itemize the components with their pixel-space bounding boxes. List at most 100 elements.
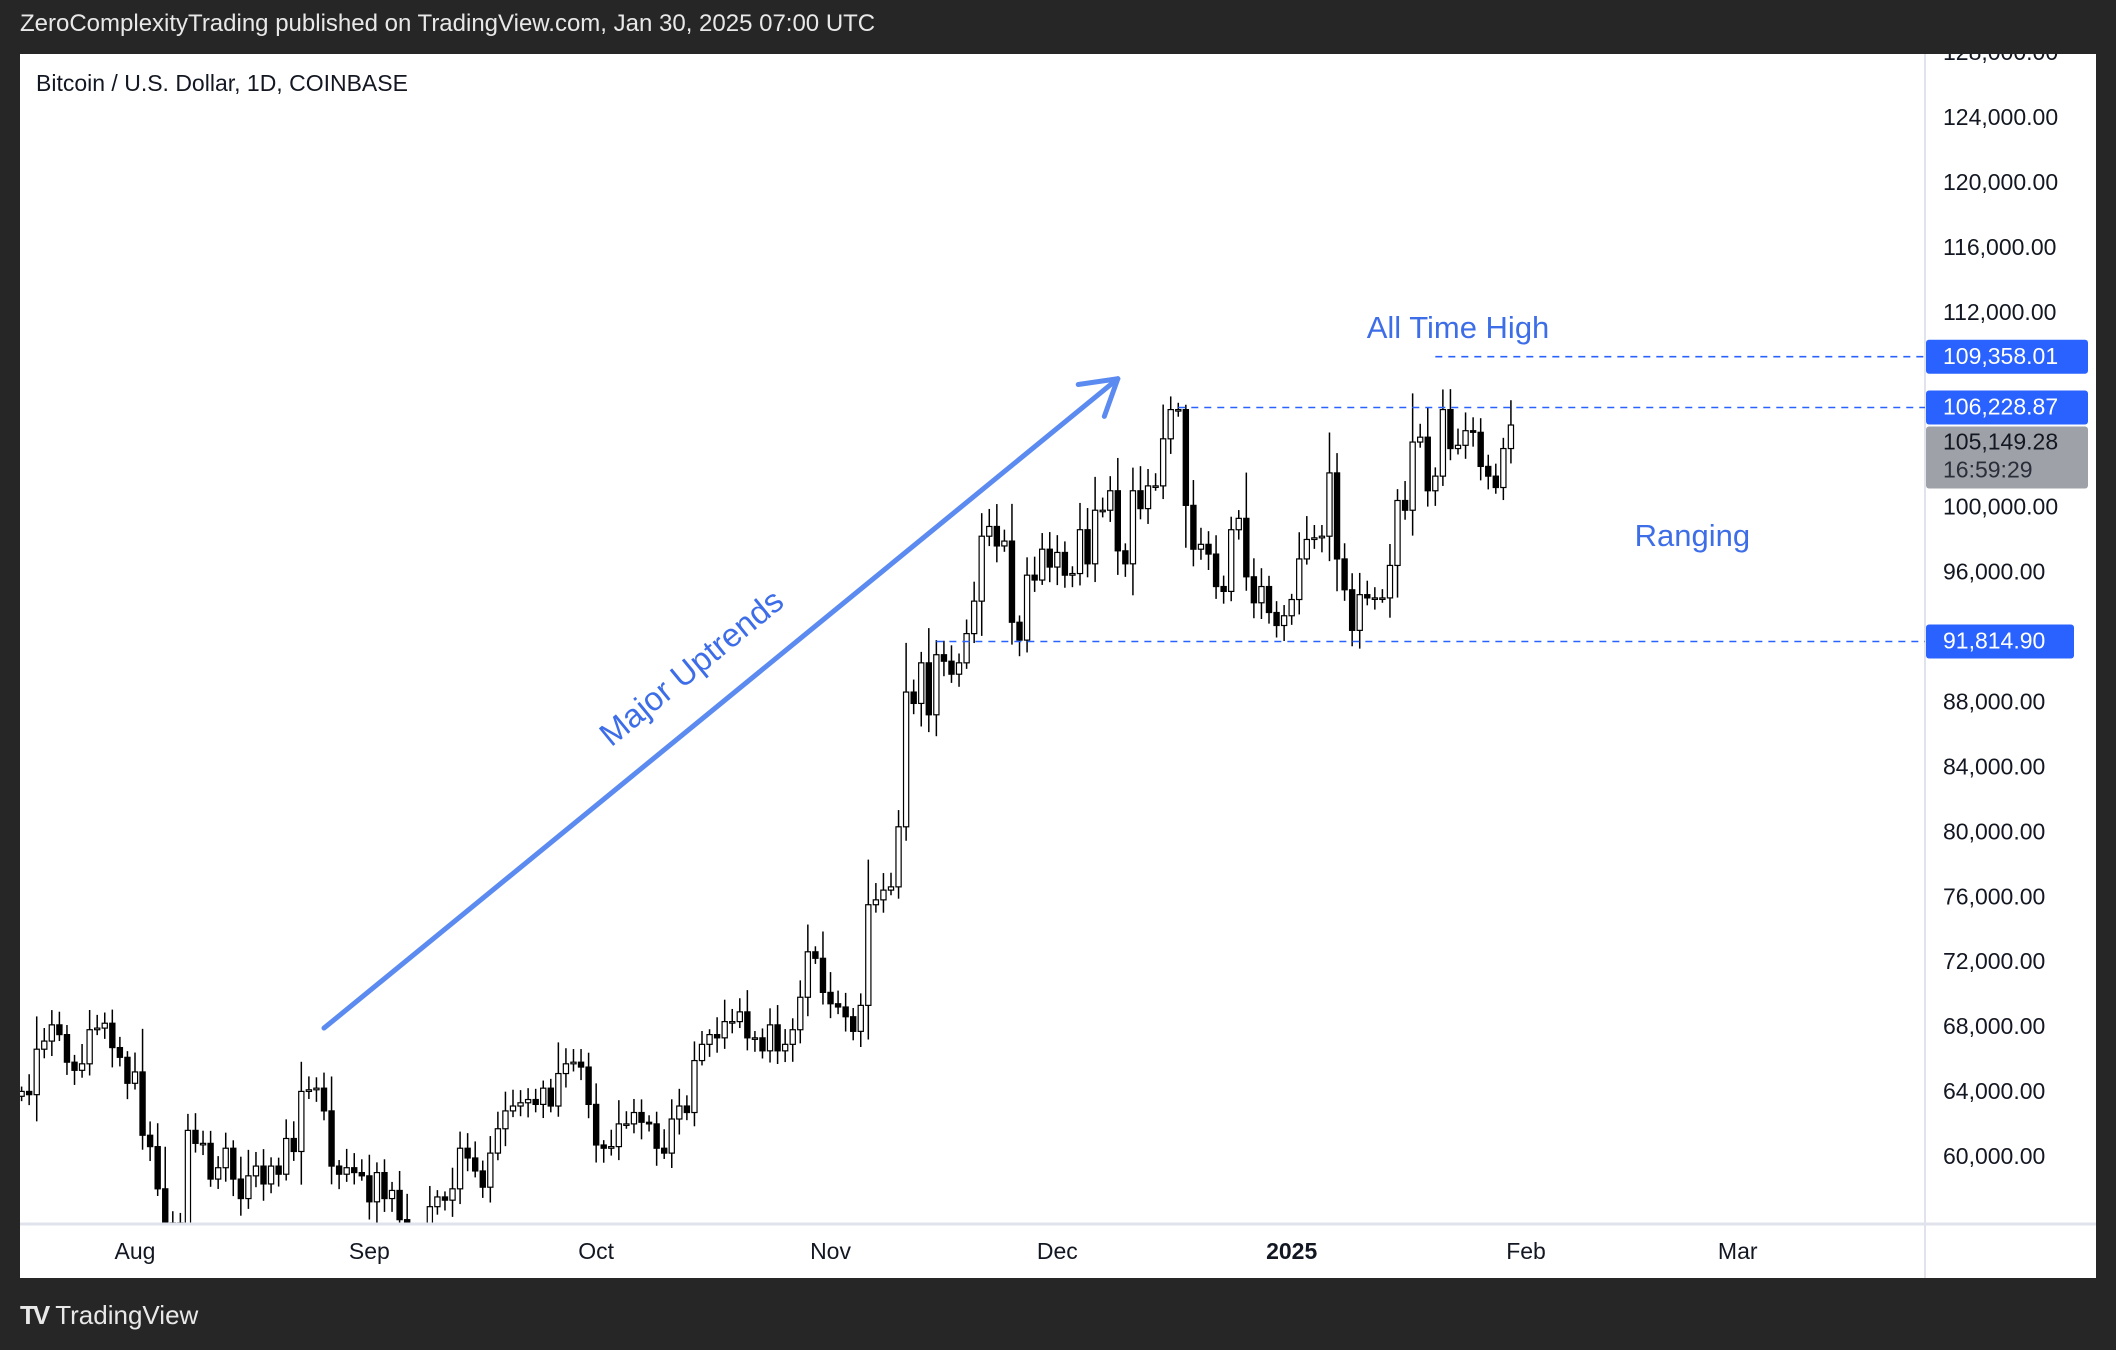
candle-body[interactable] [925,662,933,716]
candle-body[interactable] [358,1171,366,1177]
candle-body[interactable] [1182,408,1190,506]
candle-body[interactable] [1432,475,1439,492]
candle-body[interactable] [328,1110,335,1167]
candle-body[interactable] [1008,540,1016,623]
symbol-legend[interactable]: Bitcoin / U.S. Dollar, 1D, COINBASE [36,70,408,96]
candle-body[interactable] [396,1189,403,1221]
candle-body[interactable] [1137,490,1144,510]
candle-body[interactable] [1462,430,1469,446]
candle-body[interactable] [963,633,970,664]
candle-body[interactable] [487,1152,494,1188]
candle-body[interactable] [1416,436,1424,443]
candle-body[interactable] [1144,485,1152,510]
candle-body[interactable] [101,1022,108,1029]
candle-body[interactable] [86,1029,93,1065]
candle-body[interactable] [1167,408,1174,440]
trend-arrow-line[interactable] [321,376,1121,1031]
candle-body[interactable] [109,1022,116,1049]
candle-body[interactable] [351,1167,358,1174]
candle-body[interactable] [729,1021,736,1024]
candle-body[interactable] [1492,475,1499,489]
candle-body[interactable] [116,1046,124,1058]
candle-body[interactable] [1220,585,1227,593]
candle-body[interactable] [1469,430,1477,433]
candle-body[interactable] [245,1175,252,1200]
candle-body[interactable] [744,1011,751,1039]
candle-body[interactable] [139,1071,146,1136]
candle-body[interactable] [479,1170,486,1188]
candle-body[interactable] [412,1252,417,1257]
candle-body[interactable] [819,957,827,993]
candle-body[interactable] [759,1037,766,1052]
chart-panel[interactable]: 128,000.00 124,000.00 120,000.00 116,000.00… [20,54,2096,1278]
candle-body[interactable] [381,1171,388,1200]
candle-body[interactable] [638,1111,645,1123]
candle-body[interactable] [1129,490,1137,565]
candle-body[interactable] [1205,543,1212,555]
candle-body[interactable] [608,1146,615,1149]
candle-body[interactable] [199,1142,207,1146]
candle-body[interactable] [978,535,985,602]
candle-body[interactable] [1394,499,1401,567]
candle-body[interactable] [1326,472,1333,537]
candle-body[interactable] [1333,472,1341,560]
candle-body[interactable] [993,525,1001,547]
candle-body[interactable] [502,1110,509,1130]
candle-body[interactable] [305,1089,313,1093]
candle-body[interactable] [1243,517,1250,578]
candle-body[interactable] [71,1061,78,1071]
candle-body[interactable] [1054,551,1061,568]
candle-body[interactable] [320,1087,328,1112]
candle-body[interactable] [653,1123,660,1149]
candle-body[interactable] [970,600,978,635]
candle-body[interactable] [849,1016,857,1032]
candle-body[interactable] [1311,537,1318,541]
candle-body[interactable] [146,1134,154,1148]
candle-body[interactable] [562,1063,570,1075]
candle-body[interactable] [313,1087,320,1091]
candle-body[interactable] [766,1024,774,1052]
candle-body[interactable] [1265,585,1273,614]
candle-body[interactable] [131,1071,139,1084]
candle-body[interactable] [1303,538,1310,560]
candle-body[interactable] [676,1105,683,1120]
candle-body[interactable] [449,1188,456,1201]
candle-body[interactable] [420,1241,425,1252]
candle-body[interactable] [1175,408,1182,412]
candle-body[interactable] [33,1048,40,1096]
candle-body[interactable] [585,1066,592,1106]
candle-body[interactable] [1447,408,1454,450]
candle-body[interactable] [668,1118,675,1154]
candle-body[interactable] [887,886,895,891]
candle-body[interactable] [1250,576,1258,604]
candle-body[interactable] [789,1029,796,1045]
candle-body[interactable] [366,1175,373,1203]
candle-body[interactable] [1114,490,1121,552]
candle-body[interactable] [78,1063,86,1071]
candle-body[interactable] [1212,553,1220,588]
candle-body[interactable] [623,1123,630,1126]
candle-body[interactable] [547,1087,555,1107]
candle-body[interactable] [955,662,963,675]
candle-body[interactable] [1023,574,1031,641]
candle-body[interactable] [804,951,812,998]
candle-body[interactable] [721,1021,728,1039]
candle-body[interactable] [691,1059,698,1114]
candle-body[interactable] [872,899,880,906]
candle-body[interactable] [1379,597,1386,601]
candle-body[interactable] [154,1146,161,1190]
candle-body[interactable] [1280,615,1288,627]
candle-body[interactable] [1031,574,1038,581]
candle-body[interactable] [865,904,872,1006]
candle-body[interactable] [1439,408,1447,477]
candle-body[interactable] [63,1033,71,1063]
candle-body[interactable] [373,1171,381,1203]
candle-body[interactable] [1107,490,1114,511]
candle-body[interactable] [56,1024,63,1036]
candle-body[interactable] [1507,424,1515,450]
candle-body[interactable] [260,1165,267,1185]
candle-body[interactable] [918,662,925,705]
candle-body[interactable] [230,1147,237,1180]
candle-body[interactable] [1477,431,1484,468]
candle-body[interactable] [1296,558,1303,601]
